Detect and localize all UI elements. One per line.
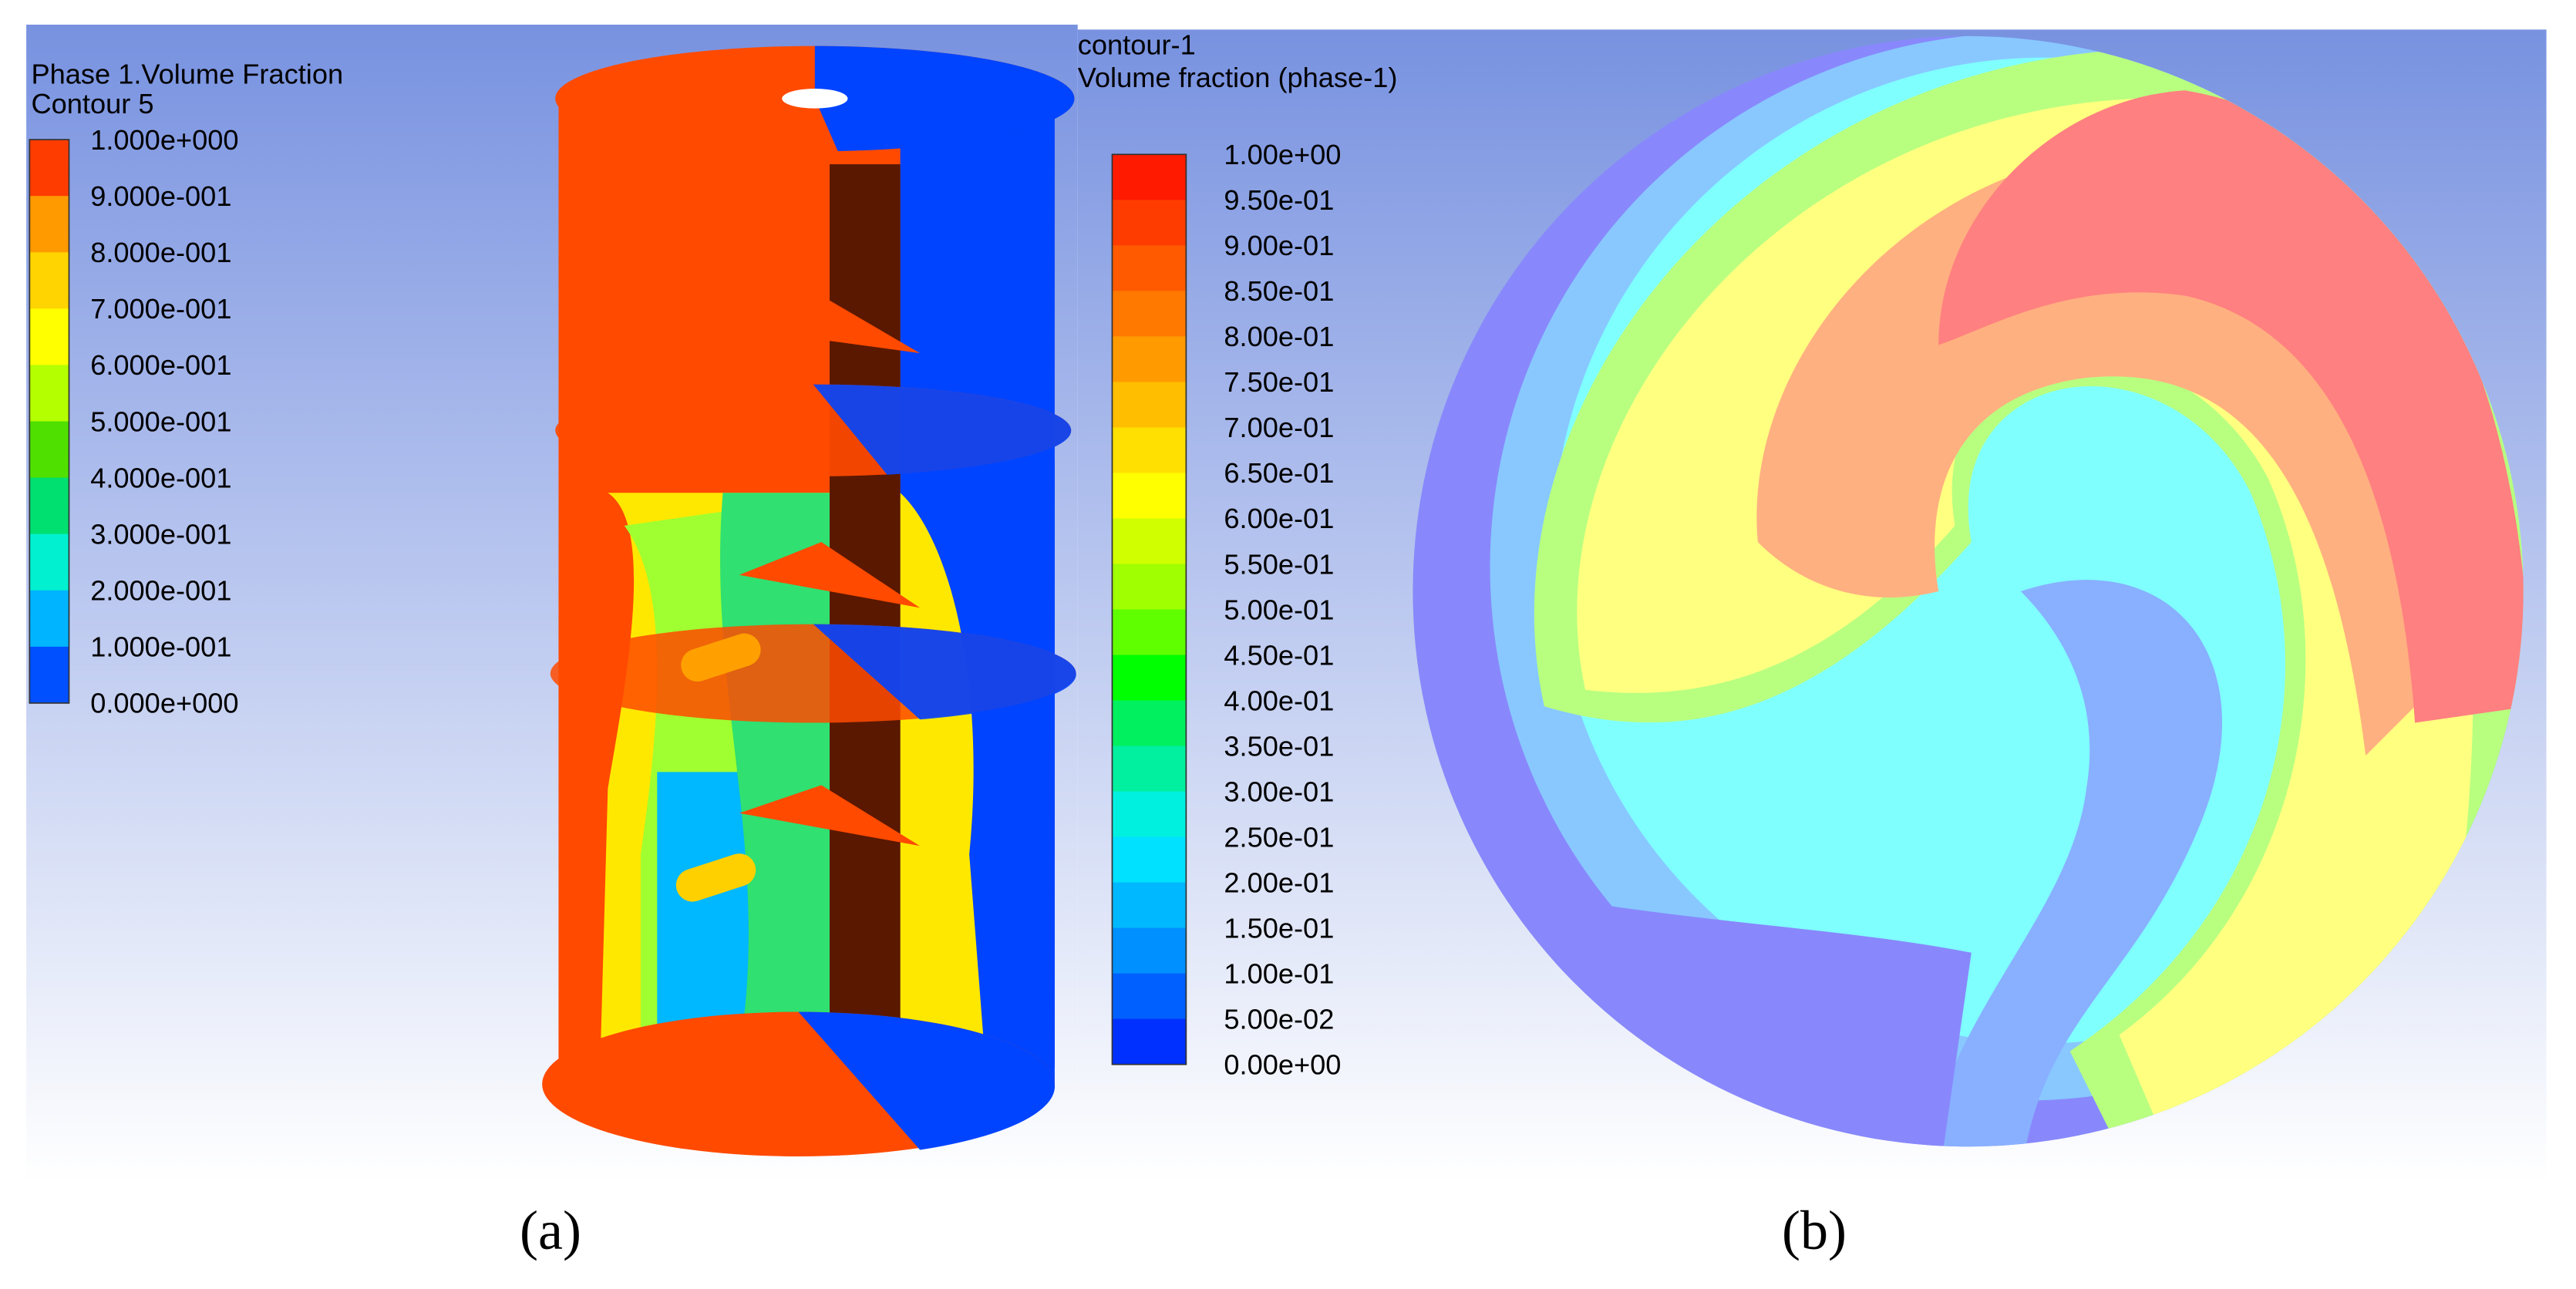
legend-label: 5.00e-01 <box>1224 594 1334 625</box>
legend-swatch <box>1112 291 1187 338</box>
legend-swatch <box>1112 200 1187 246</box>
legend-label: 4.000e-001 <box>90 462 231 493</box>
legend-swatch <box>1112 427 1187 474</box>
legend-frame <box>29 139 70 704</box>
legend-swatch <box>1112 745 1187 793</box>
legend-label: 0.000e+000 <box>90 688 238 719</box>
legend-swatch <box>1112 836 1187 883</box>
legend-swatch <box>29 477 69 535</box>
legend-label: 3.00e-01 <box>1224 776 1334 807</box>
legend-swatch <box>1112 245 1187 291</box>
legend-swatch <box>1112 700 1187 747</box>
legend-swatch <box>29 421 69 479</box>
legend-swatch <box>1112 609 1187 656</box>
legend-label: 1.000e-001 <box>90 631 231 663</box>
legend-swatch <box>1112 473 1187 520</box>
legend-label: 9.50e-01 <box>1224 184 1334 216</box>
cylinder-contour <box>542 45 1076 1157</box>
legend-label: 2.000e-001 <box>90 575 231 607</box>
legend-label: 7.000e-001 <box>90 293 231 325</box>
legend-swatch <box>29 646 69 704</box>
legend-swatch <box>29 590 69 648</box>
legend-label: 1.00e+00 <box>1224 139 1341 170</box>
legend-label: 8.00e-01 <box>1224 321 1334 352</box>
legend-swatch <box>1112 882 1187 929</box>
legend-label: 0.00e+00 <box>1224 1048 1341 1080</box>
legend-swatch <box>1112 1018 1187 1065</box>
legend-label: 8.000e-001 <box>90 237 231 268</box>
legend-subtitle: Contour 5 <box>31 88 153 119</box>
caption-b: (b) <box>1782 1200 1847 1261</box>
legend-swatch <box>1112 518 1187 565</box>
legend-label: 8.50e-01 <box>1224 275 1334 307</box>
legend-label: 7.00e-01 <box>1224 412 1334 443</box>
legend-label: 6.00e-01 <box>1224 503 1334 534</box>
legend-label: 1.00e-01 <box>1224 957 1334 989</box>
legend-label: 7.50e-01 <box>1224 366 1334 398</box>
legend-swatch <box>1112 382 1187 429</box>
legend-label: 5.000e-001 <box>90 406 231 437</box>
legend-subtitle: Volume fraction (phase-1) <box>1078 62 1398 93</box>
legend-swatch <box>29 140 69 197</box>
caption-a: (a) <box>520 1200 581 1261</box>
legend-label: 3.000e-001 <box>90 518 231 550</box>
legend-swatch <box>29 196 69 253</box>
legend-swatch <box>1112 973 1187 1020</box>
legend-swatch <box>29 365 69 422</box>
legend-label: 5.50e-01 <box>1224 548 1334 580</box>
legend-title: contour-1 <box>1078 29 1196 60</box>
legend-swatch <box>1112 791 1187 838</box>
legend-title: Phase 1.Volume Fraction <box>31 59 343 90</box>
legend-label: 9.00e-01 <box>1224 230 1334 261</box>
legend-label: 1.000e+000 <box>90 124 238 156</box>
legend-swatch <box>1112 655 1187 702</box>
legend-swatch <box>1112 564 1187 611</box>
legend-swatch <box>1112 927 1187 974</box>
legend-label: 5.00e-02 <box>1224 1003 1334 1035</box>
legend-swatch <box>1112 336 1187 383</box>
legend-label: 9.000e-001 <box>90 180 231 212</box>
legend-label: 6.000e-001 <box>90 349 231 381</box>
legend-label: 1.50e-01 <box>1224 912 1334 944</box>
legend-label: 4.00e-01 <box>1224 685 1334 716</box>
legend-label: 2.00e-01 <box>1224 867 1334 898</box>
legend-swatch <box>1112 154 1187 200</box>
legend-swatch <box>29 252 69 309</box>
cross-section-contour <box>1413 35 2524 1147</box>
legend-label: 2.50e-01 <box>1224 821 1334 853</box>
legend-swatch <box>29 533 69 591</box>
legend-label: 6.50e-01 <box>1224 457 1334 489</box>
legend-frame <box>1111 153 1187 1065</box>
legend-label: 3.50e-01 <box>1224 730 1334 762</box>
legend-label: 4.50e-01 <box>1224 639 1334 671</box>
legend-swatch <box>29 308 69 366</box>
